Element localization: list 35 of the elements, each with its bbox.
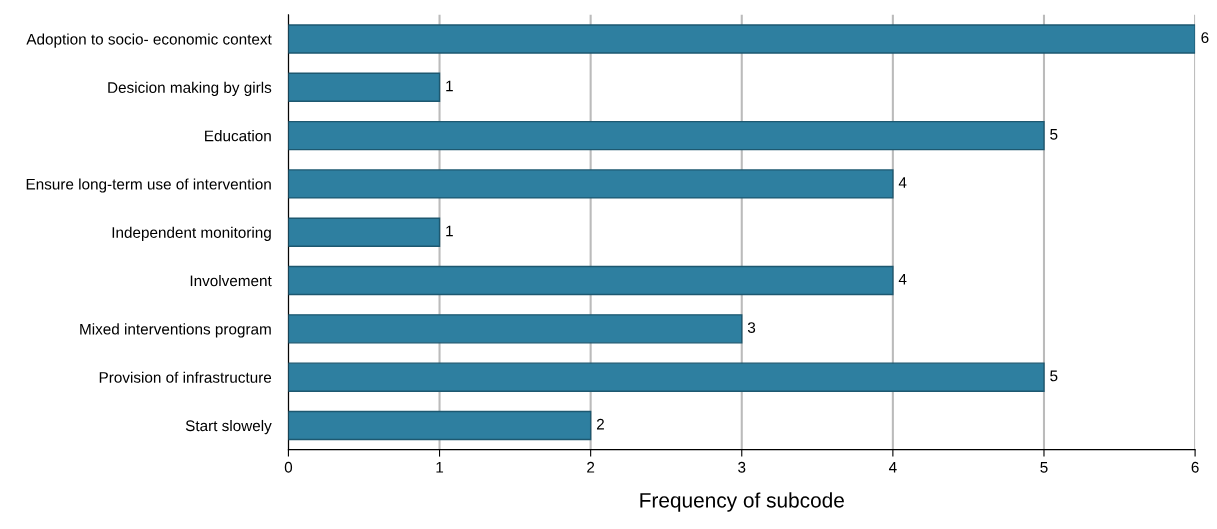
x-tick-label: 4 <box>888 462 897 473</box>
x-tick-label: 1 <box>436 462 444 473</box>
x-tick-label: 0 <box>284 461 293 473</box>
y-tick-label: Start slowely <box>185 419 272 435</box>
y-tick-label: Independent monitoring <box>112 226 271 241</box>
data-label: 3 <box>747 322 756 333</box>
bar <box>288 24 1196 54</box>
x-axis-title: Frequency of subcode <box>640 492 844 512</box>
data-label: 2 <box>596 418 604 430</box>
bar <box>288 217 441 247</box>
data-label: 5 <box>1050 370 1058 382</box>
data-label: 4 <box>898 273 907 285</box>
x-tick-label: 5 <box>1040 462 1048 473</box>
data-label: 6 <box>1201 32 1209 44</box>
y-tick-label: Mixed interventions program <box>80 323 271 338</box>
y-tick-label: Adoption to socio- economic context <box>26 33 272 48</box>
x-tick-label: 2 <box>587 461 595 473</box>
y-tick-label: Involvement <box>190 275 272 287</box>
x-tick-label: 6 <box>1191 461 1199 473</box>
data-label: 1 <box>446 80 453 92</box>
y-tick-label: Desicion making by girls <box>108 81 272 96</box>
data-label: 1 <box>446 225 453 237</box>
bar <box>288 265 894 296</box>
data-label: 5 <box>1050 129 1058 140</box>
bar <box>288 120 1045 151</box>
bar <box>288 362 1045 392</box>
bar <box>288 72 441 102</box>
y-tick-label: Education <box>205 130 271 142</box>
bar <box>288 314 743 344</box>
y-tick-label: Ensure long-term use of intervention <box>26 178 271 193</box>
data-label: 4 <box>898 177 907 188</box>
bar <box>288 169 894 199</box>
bar <box>288 410 592 441</box>
x-tick-label: 3 <box>738 461 746 473</box>
y-tick-label: Provision of infrastructure <box>99 371 272 383</box>
